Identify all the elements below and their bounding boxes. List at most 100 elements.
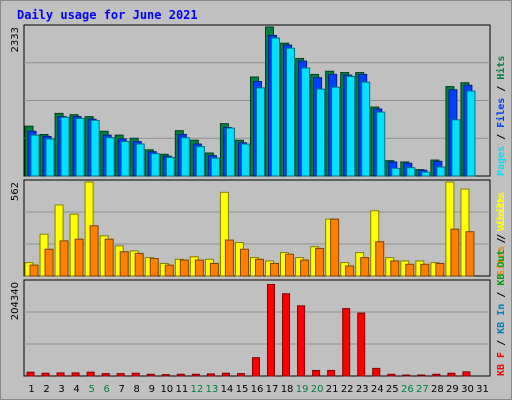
x-tick-label: 12 bbox=[191, 384, 204, 395]
x-tick-label: 4 bbox=[73, 384, 79, 395]
bar-hits-pages-day-1 bbox=[30, 134, 40, 177]
bar-visits-sites-day-29 bbox=[450, 228, 460, 277]
bar-visits-sites-day-2 bbox=[44, 248, 54, 277]
bar-hits-pages-day-12 bbox=[195, 146, 205, 177]
legend-part: / bbox=[496, 80, 507, 98]
bar-visits-sites-day-26 bbox=[405, 263, 415, 277]
x-tick-label: 6 bbox=[103, 384, 109, 395]
bar-visits-sites-day-21 bbox=[330, 218, 340, 277]
bar-visits-sites-day-22 bbox=[345, 265, 355, 277]
bar-visits-sites-day-8 bbox=[134, 252, 144, 277]
bar-kb-kb-f-day-16 bbox=[251, 357, 260, 377]
bar-visits-sites-day-3 bbox=[59, 240, 69, 277]
bar-kb-kb-f-day-12 bbox=[191, 373, 200, 377]
bar-visits-sites-day-4 bbox=[74, 238, 84, 277]
bar-kb-kb-f-day-28 bbox=[432, 373, 441, 377]
bar-hits-pages-day-27 bbox=[421, 171, 431, 177]
bar-kb-kb-f-day-29 bbox=[447, 372, 456, 377]
x-tick-label: 15 bbox=[236, 384, 249, 395]
bar-visits-sites-day-18 bbox=[285, 253, 295, 277]
bar-visits-sites-day-19 bbox=[300, 259, 310, 277]
bar-kb-kb-f-day-23 bbox=[357, 312, 366, 377]
bar-hits-pages-day-18 bbox=[286, 47, 296, 177]
bar-kb-kb-f-day-10 bbox=[161, 374, 170, 377]
bar-visits-sites-day-16 bbox=[254, 258, 264, 277]
bar-hits-pages-day-24 bbox=[376, 111, 386, 177]
bar-hits-pages-day-2 bbox=[45, 138, 55, 177]
x-tick-label: 2 bbox=[43, 384, 49, 395]
bar-visits-sites-day-20 bbox=[315, 247, 325, 277]
bar-kb-kb-f-day-15 bbox=[236, 373, 245, 377]
x-tick-label: 21 bbox=[326, 384, 339, 395]
bar-visits-sites-day-7 bbox=[119, 251, 129, 277]
panel-hits-ymax-label: 2333 bbox=[10, 27, 21, 52]
legend-part: / bbox=[496, 128, 507, 146]
legend-part: Sites bbox=[495, 246, 507, 276]
x-tick-label: 8 bbox=[134, 384, 140, 395]
bar-hits-pages-day-22 bbox=[346, 75, 356, 177]
panel-hits-legend: Pages / Files / Hits bbox=[495, 56, 507, 176]
bar-kb-kb-f-day-4 bbox=[71, 372, 80, 377]
bar-visits-sites-day-24 bbox=[375, 241, 385, 277]
bar-hits-pages-day-29 bbox=[451, 119, 461, 177]
x-tick-label: 20 bbox=[311, 384, 324, 395]
chart-title: Daily usage for June 2021 bbox=[17, 8, 198, 22]
bar-visits-sites-day-9 bbox=[149, 257, 159, 277]
bar-kb-kb-f-day-22 bbox=[342, 308, 351, 377]
x-tick-label: 18 bbox=[281, 384, 294, 395]
legend-part: KB Out bbox=[496, 250, 507, 286]
bar-visits-sites-day-15 bbox=[239, 248, 249, 277]
x-tick-label: 26 bbox=[401, 384, 414, 395]
x-tick-label: 27 bbox=[416, 384, 429, 395]
x-tick-label: 31 bbox=[476, 384, 489, 395]
x-tick-label: 17 bbox=[266, 384, 279, 395]
x-tick-label: 24 bbox=[371, 384, 384, 395]
legend-part: KB In bbox=[496, 304, 507, 334]
x-tick-label: 13 bbox=[206, 384, 219, 395]
bar-hits-pages-day-19 bbox=[301, 67, 311, 177]
panel-visits: 562 Sites / Visits bbox=[10, 179, 507, 277]
legend-part: / bbox=[496, 334, 507, 352]
bar-visits-sites-day-28 bbox=[435, 262, 445, 277]
legend-part: Files bbox=[495, 98, 507, 128]
x-tick-label: 19 bbox=[296, 384, 309, 395]
legend-part: Visits bbox=[495, 195, 507, 231]
bar-visits-sites-day-13 bbox=[209, 262, 219, 277]
x-tick-label: 5 bbox=[88, 384, 94, 395]
bar-kb-kb-f-day-7 bbox=[116, 373, 125, 377]
panel-visits-ymax-label: 562 bbox=[10, 182, 21, 201]
bar-kb-kb-f-day-26 bbox=[402, 374, 411, 377]
x-tick-label: 9 bbox=[149, 384, 155, 395]
bar-hits-pages-day-21 bbox=[331, 86, 341, 177]
bar-kb-kb-f-day-13 bbox=[206, 373, 215, 377]
legend-part: / bbox=[496, 228, 507, 246]
x-tick-label: 29 bbox=[446, 384, 459, 395]
bar-kb-kb-f-day-11 bbox=[176, 373, 185, 377]
x-tick-label: 1 bbox=[28, 384, 34, 395]
bar-visits-visits-day-14 bbox=[219, 191, 229, 277]
bar-hits-pages-day-14 bbox=[225, 127, 235, 177]
x-tick-label: 23 bbox=[356, 384, 369, 395]
panel-hits: 2333 Pages / Files / Hits bbox=[10, 24, 507, 177]
bar-hits-pages-day-7 bbox=[120, 141, 130, 177]
bar-hits-pages-day-30 bbox=[466, 90, 476, 177]
bar-hits-pages-day-3 bbox=[60, 116, 70, 177]
panel-kb-legend: KB F / KB In / KB Out / Visits bbox=[495, 195, 507, 376]
x-tick-label: 10 bbox=[160, 384, 173, 395]
bar-visits-sites-day-5 bbox=[89, 225, 99, 277]
bar-hits-pages-day-13 bbox=[210, 157, 220, 177]
bar-hits-pages-day-10 bbox=[165, 156, 175, 177]
bar-kb-kb-f-day-1 bbox=[26, 371, 35, 377]
bar-kb-kb-f-day-6 bbox=[101, 373, 110, 377]
bar-visits-sites-day-6 bbox=[104, 238, 114, 277]
bar-hits-pages-day-28 bbox=[436, 166, 446, 177]
bar-kb-kb-f-day-18 bbox=[282, 293, 291, 377]
bar-visits-sites-day-23 bbox=[360, 257, 370, 277]
x-tick-label: 16 bbox=[251, 384, 264, 395]
bar-kb-kb-f-day-14 bbox=[221, 372, 230, 377]
bar-hits-pages-day-16 bbox=[255, 87, 265, 177]
bar-hits-pages-day-15 bbox=[240, 143, 250, 177]
bar-visits-sites-day-10 bbox=[164, 264, 174, 277]
bar-hits-pages-day-8 bbox=[135, 143, 145, 177]
x-tick-label: 30 bbox=[461, 384, 474, 395]
